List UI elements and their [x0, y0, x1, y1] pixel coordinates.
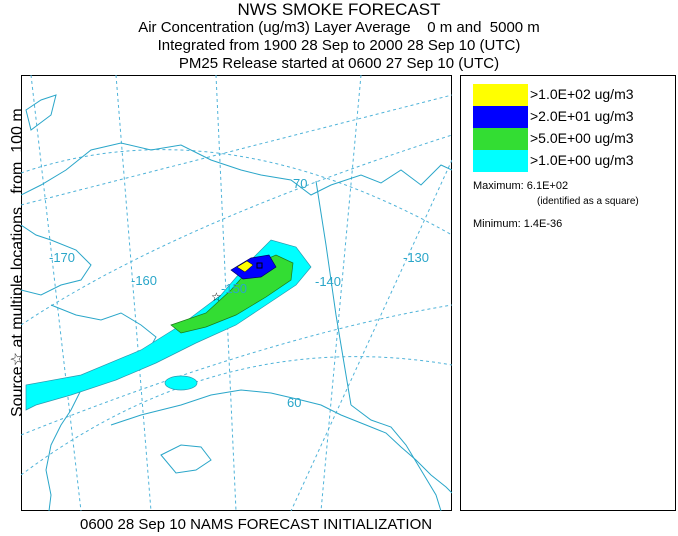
plume-level-4 — [236, 260, 254, 273]
legend-minimum: Minimum: 1.4E-36 — [473, 218, 563, 230]
graticule-meridian-160 — [115, 75, 152, 511]
legend-swatch — [473, 84, 528, 106]
map-panel: ☆ -170 -160 -150 -140 -130 70 60 — [21, 75, 452, 511]
source-star-marker: ☆ — [211, 290, 222, 304]
graticule-meridian-170 — [21, 94, 452, 206]
coast-bristol-bay — [45, 389, 82, 511]
graticule-meridian-130 — [290, 159, 452, 511]
graticule-meridian-140 — [320, 75, 362, 511]
lon-label-140: -140 — [315, 274, 341, 289]
plume-patch-south — [164, 375, 198, 391]
border-alaska-canada — [315, 180, 352, 406]
coast-north-slope — [21, 142, 452, 196]
coast-kodiak — [160, 444, 212, 474]
legend-label: >5.0E+00 ug/m3 — [530, 130, 634, 146]
coast-wrangel — [25, 94, 57, 131]
graticule — [21, 75, 452, 511]
legend-maximum: Maximum: 6.1E+02 — [473, 180, 569, 192]
legend-item: >1.0E+00 ug/m3 — [473, 150, 673, 172]
graticule-extra-b — [21, 304, 452, 436]
border-panhandle — [350, 404, 442, 511]
legend-label: >1.0E+00 ug/m3 — [530, 152, 634, 168]
legend-swatch — [473, 106, 528, 128]
map-subtitle-integration: Integrated from 1900 28 Sep to 2000 28 S… — [157, 37, 521, 54]
legend-item: >2.0E+01 ug/m3 — [473, 106, 673, 128]
lon-label-150: -150 — [221, 281, 247, 296]
legend-item: >1.0E+02 ug/m3 — [473, 84, 673, 106]
graticule-parallel-60 — [21, 356, 452, 476]
graticule-meridian-170b — [30, 75, 82, 511]
graticule-labels: -170 -160 -150 -140 -130 70 60 — [49, 176, 429, 410]
legend-swatch — [473, 128, 528, 150]
forecast-initialization-footer: 0600 28 Sep 10 NAMS FORECAST INITIALIZAT… — [80, 516, 433, 533]
smoke-plume: ☆ — [25, 239, 312, 411]
legend-swatch — [473, 150, 528, 172]
plume-level-3 — [230, 254, 277, 280]
map-canvas: ☆ -170 -160 -150 -140 -130 70 60 — [21, 75, 452, 511]
lat-label-60: 60 — [287, 395, 301, 410]
graticule-parallel-70 — [21, 149, 452, 236]
lon-label-160: -160 — [131, 273, 157, 288]
map-title: NWS SMOKE FORECAST — [237, 0, 441, 19]
lon-label-130: -130 — [403, 250, 429, 265]
map-subtitle-release: PM25 Release started at 0600 27 Sep 10 (… — [178, 55, 500, 72]
legend-maximum-note: (identified as a square) — [537, 196, 639, 207]
legend-item: >5.0E+00 ug/m3 — [473, 128, 673, 150]
coast-gulf-of-alaska — [110, 389, 452, 494]
map-subtitle-concentration: Air Concentration (ug/m3) Layer Average … — [138, 19, 540, 36]
maximum-square-marker — [256, 262, 263, 269]
legend-label: >1.0E+02 ug/m3 — [530, 86, 634, 102]
coast-chukotka-a — [21, 224, 92, 296]
legend-label: >2.0E+01 ug/m3 — [530, 108, 634, 124]
lat-label-70: 70 — [293, 176, 307, 191]
lon-label-170: -170 — [49, 250, 75, 265]
legend-panel: >1.0E+02 ug/m3 >2.0E+01 ug/m3 >5.0E+00 u… — [460, 75, 676, 511]
